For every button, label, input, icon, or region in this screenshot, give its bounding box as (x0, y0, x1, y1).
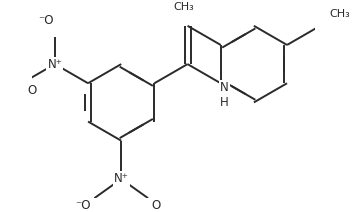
Text: O: O (151, 199, 160, 212)
Text: N
H: N H (220, 81, 229, 109)
Text: CH₃: CH₃ (173, 2, 194, 12)
Text: N⁺: N⁺ (47, 58, 62, 71)
Text: N⁺: N⁺ (114, 173, 129, 186)
Text: CH₃: CH₃ (329, 9, 350, 19)
Text: ⁻O: ⁻O (38, 14, 54, 26)
Text: ⁻O: ⁻O (75, 199, 90, 212)
Text: O: O (182, 0, 193, 13)
Text: O: O (27, 84, 36, 97)
